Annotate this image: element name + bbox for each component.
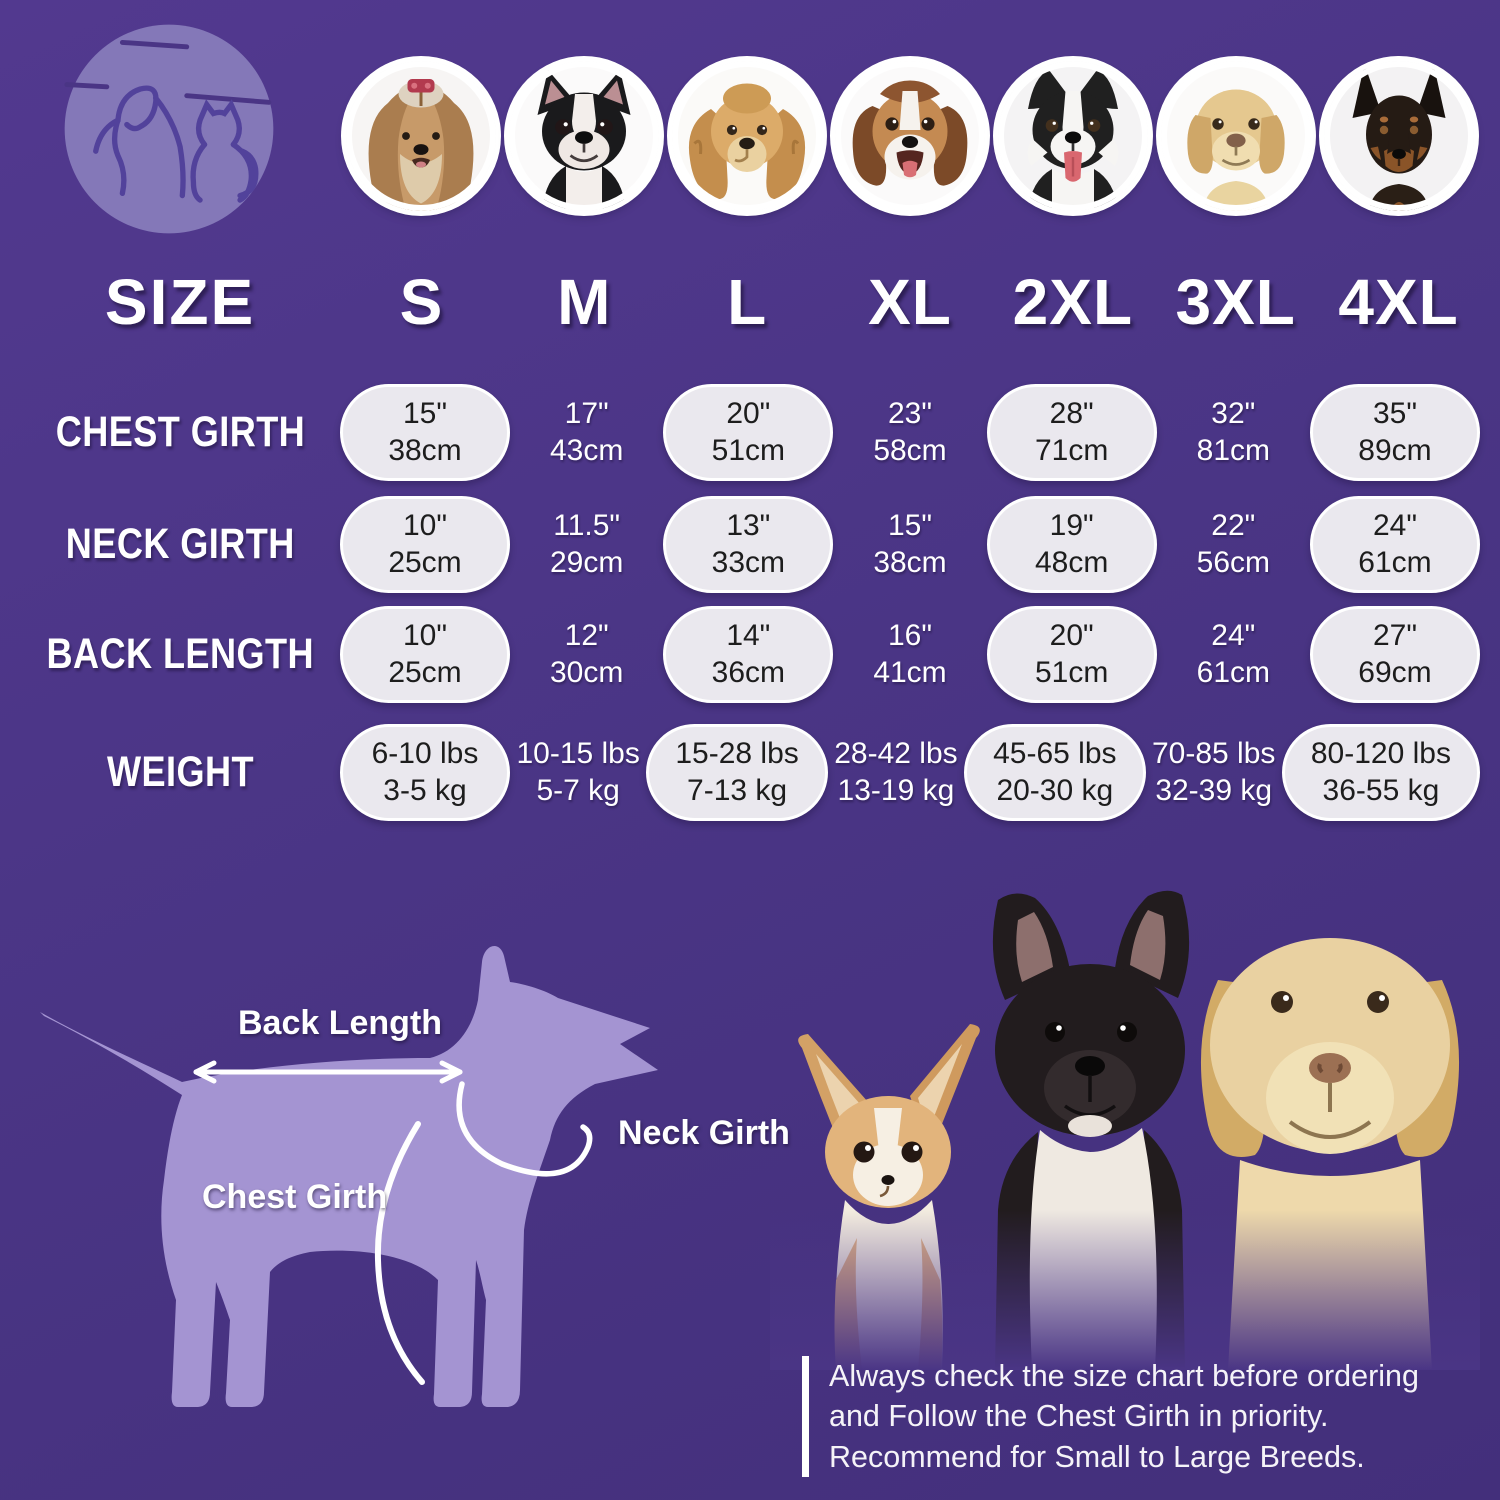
- size-header-row: SIZE S M L XL 2XL 3XL 4XL: [20, 258, 1480, 346]
- cell-weight-4xl: 80-120 lbs 36-55 kg: [1281, 724, 1480, 822]
- cell-chest-4xl: 35" 89cm: [1309, 384, 1480, 482]
- neck-girth-row: NECK GIRTH 10" 25cm 11.5" 29cm 13" 33cm 15"…: [20, 496, 1480, 594]
- neck-girth-diagram-label: Neck Girth: [618, 1114, 790, 1152]
- cell-weight-s: 6-10 lbs 3-5 kg: [340, 724, 510, 822]
- cell-neck-m: 11.5" 29cm: [549, 509, 624, 579]
- cell-chest-m: 17" 43cm: [549, 397, 624, 467]
- cell-back-3xl: 24" 61cm: [1196, 619, 1270, 689]
- cell-neck-s: 10" 25cm: [340, 496, 510, 594]
- neck-girth-label: NECK GIRTH: [65, 520, 295, 569]
- cell-back-l: 14" 36cm: [663, 606, 834, 704]
- weight-label: WEIGHT: [106, 748, 254, 797]
- back-length-label: BACK LENGTH: [46, 630, 314, 679]
- doberman-photo: [1323, 61, 1474, 211]
- back-length-row: BACK LENGTH 10" 25cm 12" 30cm 14" 36cm 16" 4…: [20, 606, 1480, 704]
- size-col-s: S: [399, 266, 444, 338]
- cell-chest-3xl: 32" 81cm: [1196, 397, 1270, 467]
- size-col-xl: XL: [868, 266, 952, 338]
- size-col-l: L: [727, 266, 768, 338]
- chest-girth-curve: [374, 1121, 425, 1385]
- cell-neck-2xl: 19" 48cm: [986, 496, 1157, 594]
- size-col-2xl: 2XL: [1012, 266, 1134, 338]
- cell-neck-3xl: 22" 56cm: [1196, 509, 1270, 579]
- measuring-diagram-dog-silhouette: [40, 945, 658, 1407]
- cell-neck-xl: 15" 38cm: [873, 509, 947, 579]
- shih-tzu-photo: [346, 61, 497, 211]
- size-heading: SIZE: [104, 266, 256, 338]
- cell-neck-4xl: 24" 61cm: [1309, 496, 1480, 594]
- cell-weight-l: 15-28 lbs 7-13 kg: [646, 724, 828, 822]
- border-collie-photo: [997, 61, 1148, 211]
- three-dogs-illustration: [770, 890, 1480, 1370]
- cell-weight-2xl: 45-65 lbs 20-30 kg: [964, 724, 1146, 822]
- cell-weight-3xl: 70-85 lbs 32-39 kg: [1151, 737, 1276, 807]
- cocker-spaniel-photo: [672, 61, 823, 211]
- cell-back-xl: 16" 41cm: [873, 619, 947, 689]
- cell-neck-l: 13" 33cm: [663, 496, 834, 594]
- cell-back-2xl: 20" 51cm: [986, 606, 1157, 704]
- cell-back-4xl: 27" 69cm: [1309, 606, 1480, 704]
- cell-weight-m: 10-15 lbs 5-7 kg: [516, 737, 640, 807]
- breed-photo-row: [20, 56, 1480, 216]
- size-col-m: M: [557, 266, 612, 338]
- note-line-1: Always check the size chart before order…: [829, 1359, 1419, 1393]
- back-length-arrow: [193, 1060, 463, 1084]
- beagle-photo: [834, 61, 985, 211]
- labrador-photo: [1160, 61, 1311, 211]
- size-col-3xl: 3XL: [1175, 266, 1296, 338]
- back-length-diagram-label: Back Length: [238, 1004, 443, 1042]
- weight-row: WEIGHT 6-10 lbs 3-5 kg 10-15 lbs 5-7 kg 15…: [20, 724, 1480, 822]
- note-line-2: and Follow the Chest Girth in priority.: [829, 1399, 1329, 1434]
- ordering-note: Always check the size chart before order…: [802, 1356, 1500, 1477]
- boston-terrier-photo: [509, 61, 660, 211]
- chest-girth-diagram-label: Chest Girth: [202, 1178, 388, 1216]
- cell-back-m: 12" 30cm: [549, 619, 624, 689]
- cell-chest-s: 15" 38cm: [340, 384, 510, 482]
- size-col-4xl: 4XL: [1338, 266, 1459, 338]
- cell-chest-2xl: 28" 71cm: [986, 384, 1157, 482]
- cell-weight-xl: 28-42 lbs 13-19 kg: [834, 737, 958, 807]
- note-line-3: Recommend for Small to Large Breeds.: [829, 1439, 1365, 1474]
- chest-girth-row: CHEST GIRTH 15" 38cm 17" 43cm 20" 51cm 23" 5…: [20, 384, 1480, 482]
- dog-cat-logo-icon: [64, 24, 274, 234]
- cell-chest-xl: 23" 58cm: [873, 397, 947, 467]
- chest-girth-label: CHEST GIRTH: [55, 408, 305, 457]
- neck-girth-curve: [456, 1081, 593, 1177]
- cell-chest-l: 20" 51cm: [663, 384, 834, 482]
- cell-back-s: 10" 25cm: [340, 606, 510, 704]
